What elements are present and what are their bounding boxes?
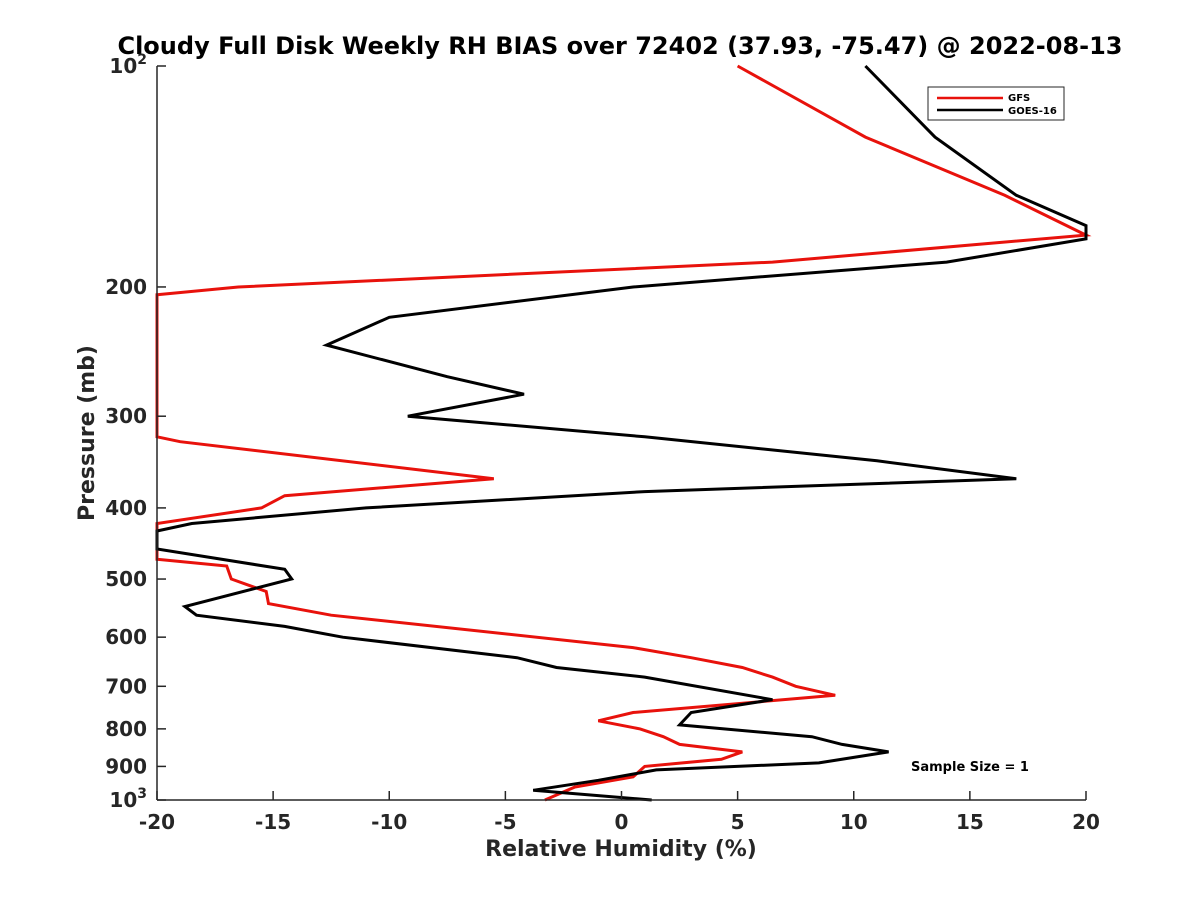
legend-label-goes16: GOES-16 [1008,106,1057,117]
y-tick-label: 300 [105,404,147,428]
y-tick-label: 102 [109,52,147,78]
y-axis-label: Pressure (mb) [75,345,100,521]
x-tick-label: -10 [371,810,407,834]
y-tick-label: 800 [105,717,147,741]
plot-lines [155,64,1092,802]
x-tick-label: 20 [1072,810,1100,834]
x-tick-label: 0 [615,810,629,834]
x-ticks: -20 -15 -10 -5 0 5 10 15 20 [139,791,1100,834]
x-tick-label: -20 [139,810,175,834]
y-tick-label: 600 [105,625,147,649]
x-axis-label: Relative Humidity (%) [485,837,757,862]
chart-title: Cloudy Full Disk Weekly RH BIAS over 724… [117,32,1122,60]
x-tick-label: 10 [840,810,868,834]
x-tick-label: 5 [731,810,745,834]
series-line-gfs [155,64,1092,802]
x-tick-label: 15 [956,810,984,834]
legend-label-gfs: GFS [1008,93,1030,104]
y-tick-label: 500 [105,567,147,591]
y-tick-label: 200 [105,275,147,299]
x-tick-label: -5 [494,810,516,834]
x-tick-label: -15 [255,810,291,834]
sample-size-annotation: Sample Size = 1 [911,760,1029,775]
series-line-goes-16 [155,64,1088,802]
y-tick-label: 700 [105,674,147,698]
y-tick-label: 103 [109,786,147,812]
legend: GFS GOES-16 [927,86,1065,121]
y-tick-label: 400 [105,496,147,520]
y-ticks: 102 200 300 400 500 600 700 800 900 103 [105,52,166,812]
legend-box [927,86,1065,121]
y-tick-label: 900 [105,754,147,778]
